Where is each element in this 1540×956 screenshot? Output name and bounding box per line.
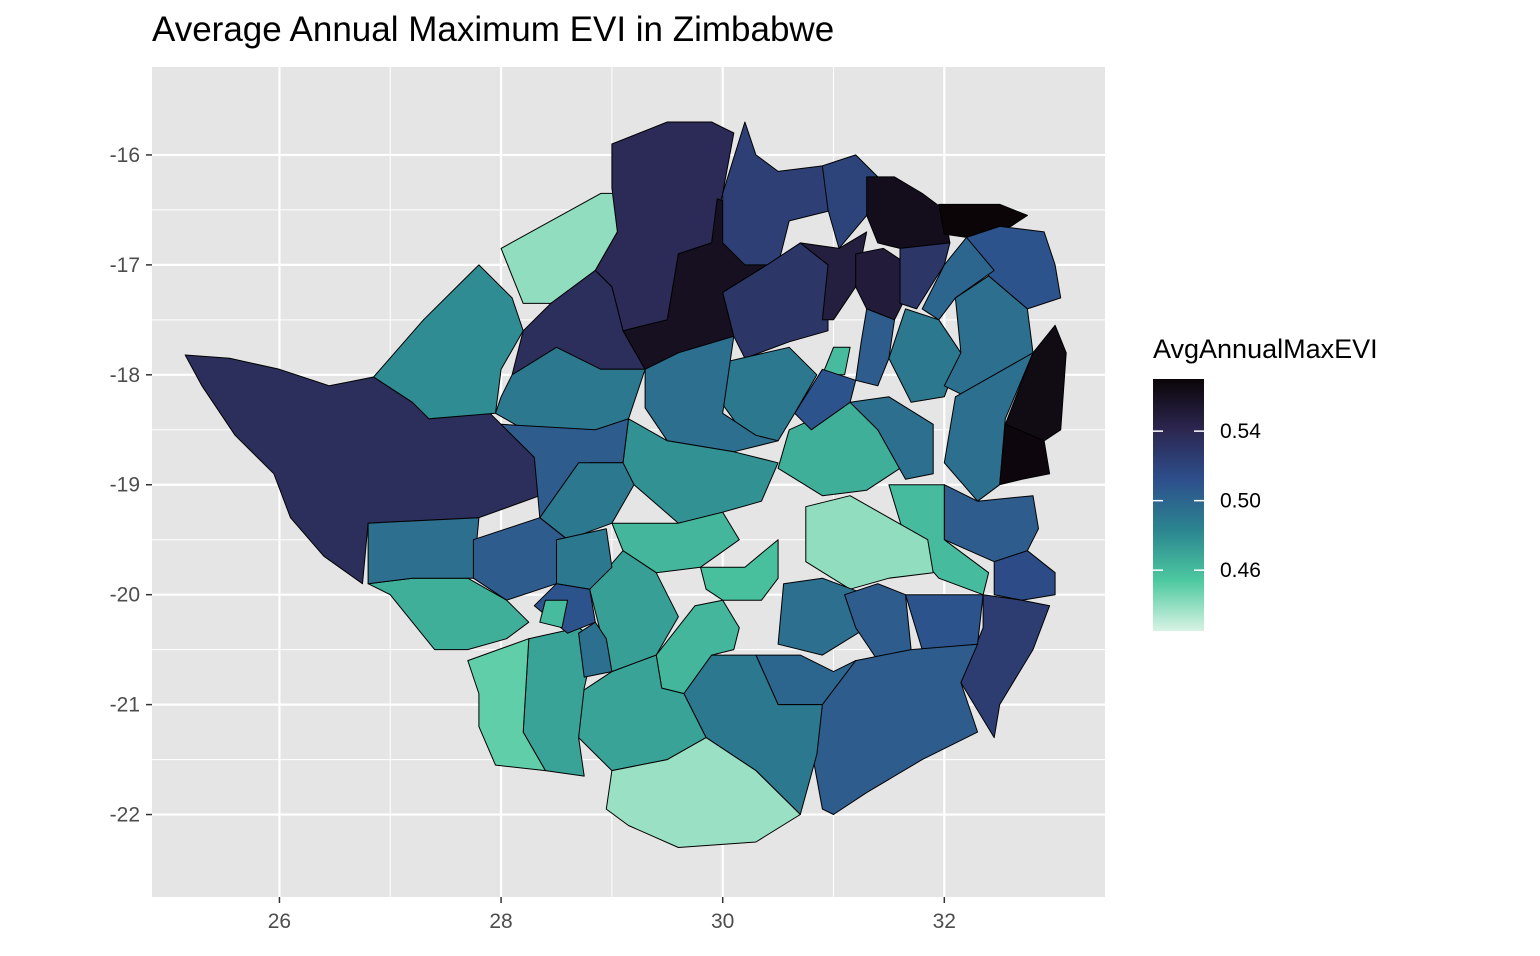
district-polygon (467, 638, 546, 772)
y-tick-label: -18 (110, 364, 140, 387)
x-tick-label: 32 (933, 910, 956, 933)
district-polygon (539, 599, 569, 629)
y-tick-label: -20 (110, 584, 140, 607)
district-polygon (938, 203, 1028, 238)
legend: AvgAnnualMaxEVI 0.54 0.50 0.46 (1153, 334, 1378, 631)
district-map (184, 121, 1067, 848)
district-polygon (799, 231, 868, 321)
y-tick-label: -19 (110, 474, 140, 497)
district-polygon (367, 517, 480, 585)
x-tick-label: 26 (268, 910, 291, 933)
district-polygon (899, 242, 951, 310)
district-polygon (821, 346, 851, 376)
chart-title: Average Annual Maximum EVI in Zimbabwe (152, 10, 835, 49)
district-polygon (805, 495, 934, 590)
x-tick-label: 30 (711, 910, 734, 933)
y-axis: -16 -17 -18 -19 -20 -21 -22 (110, 144, 152, 827)
district-polygon (578, 621, 613, 678)
legend-tick-label: 0.54 (1220, 420, 1261, 443)
legend-colorbar (1153, 379, 1204, 631)
district-polygon (855, 308, 895, 387)
district-polygon (700, 539, 779, 601)
district-polygon (605, 737, 801, 848)
district-polygon (578, 654, 707, 772)
district-polygon (722, 242, 829, 359)
district-polygon (556, 528, 613, 590)
x-axis: 26 28 30 32 (268, 897, 956, 933)
y-tick-label: -22 (110, 804, 140, 827)
legend-tick-label: 0.46 (1220, 559, 1261, 582)
district-polygon (855, 247, 906, 321)
y-tick-label: -21 (110, 694, 140, 717)
district-polygon (999, 423, 1051, 486)
y-tick-label: -17 (110, 254, 140, 277)
x-tick-label: 28 (489, 910, 512, 933)
legend-title: AvgAnnualMaxEVI (1153, 334, 1378, 364)
district-polygon (644, 335, 779, 453)
district-polygon (849, 396, 934, 480)
legend-tick-label: 0.50 (1220, 490, 1261, 513)
y-tick-label: -16 (110, 144, 140, 167)
district-polygon (993, 550, 1056, 601)
district-polygon (888, 308, 962, 403)
district-polygon (943, 484, 1039, 563)
legend-ticks: 0.54 0.50 0.46 (1153, 420, 1261, 582)
